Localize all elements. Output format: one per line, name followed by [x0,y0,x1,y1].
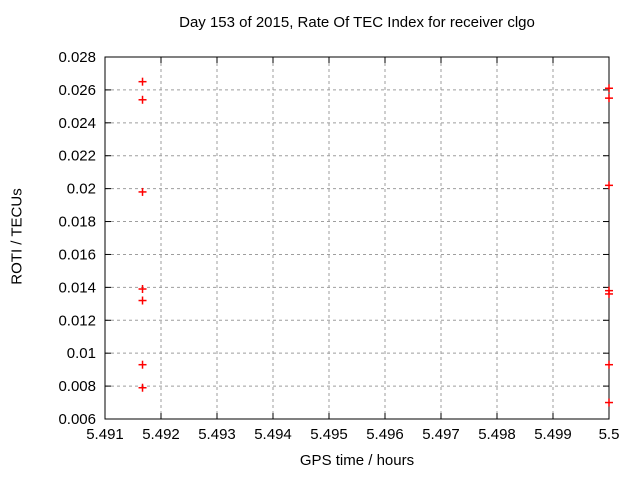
y-tick-label: 0.024 [58,115,96,132]
chart-title: Day 153 of 2015, Rate Of TEC Index for r… [179,14,535,31]
y-tick-label: 0.006 [58,411,96,428]
x-tick-label: 5.497 [422,426,460,443]
x-axis-label: GPS time / hours [299,452,415,469]
x-tick-label: 5.496 [366,426,404,443]
y-tick-label: 0.018 [58,214,96,231]
x-tick-label: 5.492 [142,426,180,443]
y-tick-label: 0.008 [58,378,96,395]
y-tick-label: 0.02 [67,181,96,198]
y-tick-label: 0.012 [58,312,96,329]
y-tick-label: 0.022 [58,148,96,165]
x-tick-label: 5.493 [198,426,236,443]
x-tick-label: 5.495 [310,426,348,443]
y-tick-label: 0.028 [58,49,96,66]
x-tick-label: 5.499 [534,426,572,443]
x-tick-label: 5.491 [86,426,124,443]
y-tick-label: 0.016 [58,246,96,263]
y-tick-label: 0.01 [67,345,96,362]
x-tick-label: 5.5 [599,426,620,443]
x-tick-label: 5.498 [478,426,516,443]
x-tick-label: 5.494 [254,426,292,443]
y-tick-label: 0.026 [58,82,96,99]
y-tick-label: 0.014 [58,279,96,296]
